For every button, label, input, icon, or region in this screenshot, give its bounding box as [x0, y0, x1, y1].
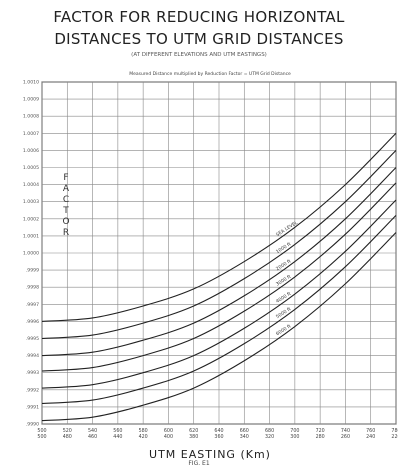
y-tick-label: 1.0005: [23, 165, 39, 171]
chart-title: FACTOR FOR REDUCING HORIZONTAL: [53, 8, 345, 26]
x-tick-label: 500: [37, 428, 46, 434]
x-tick-label-secondary: 460: [88, 434, 97, 440]
x-tick-label: 620: [189, 428, 198, 434]
y-axis-label-letter: A: [63, 184, 70, 194]
y-tick-label: .9992: [26, 387, 39, 393]
x-tick-label: 520: [63, 428, 72, 434]
x-tick-label: 580: [139, 428, 148, 434]
x-tick-label: 700: [290, 428, 299, 434]
x-tick-label-secondary: 280: [316, 434, 325, 440]
x-tick-label: 640: [214, 428, 223, 434]
y-tick-label: 1.0002: [23, 216, 39, 222]
series-line-6000-ft: [41, 232, 397, 422]
tick-labels: 5005005204805404605604405804206004006203…: [23, 80, 398, 441]
series-line-2000-ft: [41, 167, 397, 357]
x-tick-label-secondary: 380: [189, 434, 198, 440]
y-tick-label: 1.0010: [23, 80, 39, 86]
x-tick-label-secondary: 500: [37, 434, 46, 440]
y-tick-label: 1.0004: [23, 182, 39, 188]
x-tick-label-secondary: 400: [164, 434, 173, 440]
y-axis-label-letter: O: [62, 217, 69, 227]
y-tick-label: .9993: [26, 370, 39, 376]
x-tick-label: 660: [240, 428, 249, 434]
x-tick-label: 780: [391, 428, 398, 434]
y-tick-label: 1.0008: [23, 114, 39, 120]
series-line-sea-level: [41, 132, 397, 322]
x-tick-label-secondary: 240: [366, 434, 375, 440]
x-tick-label-secondary: 360: [214, 434, 223, 440]
x-tick-label-secondary: 320: [265, 434, 274, 440]
x-tick-label: 600: [164, 428, 173, 434]
y-tick-label: .9991: [26, 404, 39, 410]
chart-subtitle: (AT DIFFERENT ELEVATIONS AND UTM EASTING…: [131, 52, 267, 58]
x-tick-label-secondary: 300: [290, 434, 299, 440]
y-tick-label: .9996: [26, 319, 39, 325]
y-tick-label: 1.0009: [23, 97, 39, 103]
x-tick-label-secondary: 260: [341, 434, 350, 440]
series-label: SEA LEVEL: [275, 220, 299, 238]
grid: [41, 81, 397, 425]
y-tick-label: .9990: [26, 422, 39, 428]
y-tick-label: .9994: [26, 353, 39, 359]
y-tick-label: 1.0001: [23, 233, 39, 239]
x-tick-label-secondary: 480: [63, 434, 72, 440]
chart-title-line2: DISTANCES TO UTM GRID DISTANCES: [54, 30, 344, 48]
y-tick-label: 1.0003: [23, 199, 39, 205]
chart-note: Measured Distance multiplied by Reductio…: [129, 71, 291, 77]
y-tick-label: .9999: [26, 268, 39, 274]
x-tick-label-secondary: 440: [113, 434, 122, 440]
x-tick-label: 680: [265, 428, 274, 434]
x-tick-label: 740: [341, 428, 350, 434]
series-line-5000-ft: [41, 214, 397, 405]
x-tick-label-secondary: 220: [391, 434, 398, 440]
x-tick-label: 540: [88, 428, 97, 434]
y-tick-label: .9997: [26, 302, 39, 308]
y-axis-label-letter: R: [63, 228, 69, 238]
x-axis-label: UTM EASTING (Km): [149, 448, 271, 461]
x-tick-label: 560: [113, 428, 122, 434]
figure-label: FIG. E1: [188, 460, 210, 467]
series-line-1000-ft: [41, 150, 397, 340]
x-tick-label-secondary: 340: [240, 434, 249, 440]
y-tick-label: 1.0006: [23, 148, 39, 154]
x-tick-label: 760: [366, 428, 375, 434]
series-line-4000-ft: [41, 199, 397, 389]
y-axis-label-letter: C: [63, 195, 69, 205]
y-tick-label: 1.0000: [23, 251, 39, 257]
x-tick-label: 720: [316, 428, 325, 434]
y-tick-label: .9995: [26, 336, 39, 342]
y-axis-label-letter: F: [63, 173, 68, 183]
y-tick-label: .9998: [26, 285, 39, 291]
series-line-3000-ft: [41, 182, 397, 372]
y-axis-label-letter: T: [62, 206, 69, 216]
y-tick-label: 1.0007: [23, 131, 39, 137]
x-tick-label-secondary: 420: [139, 434, 148, 440]
